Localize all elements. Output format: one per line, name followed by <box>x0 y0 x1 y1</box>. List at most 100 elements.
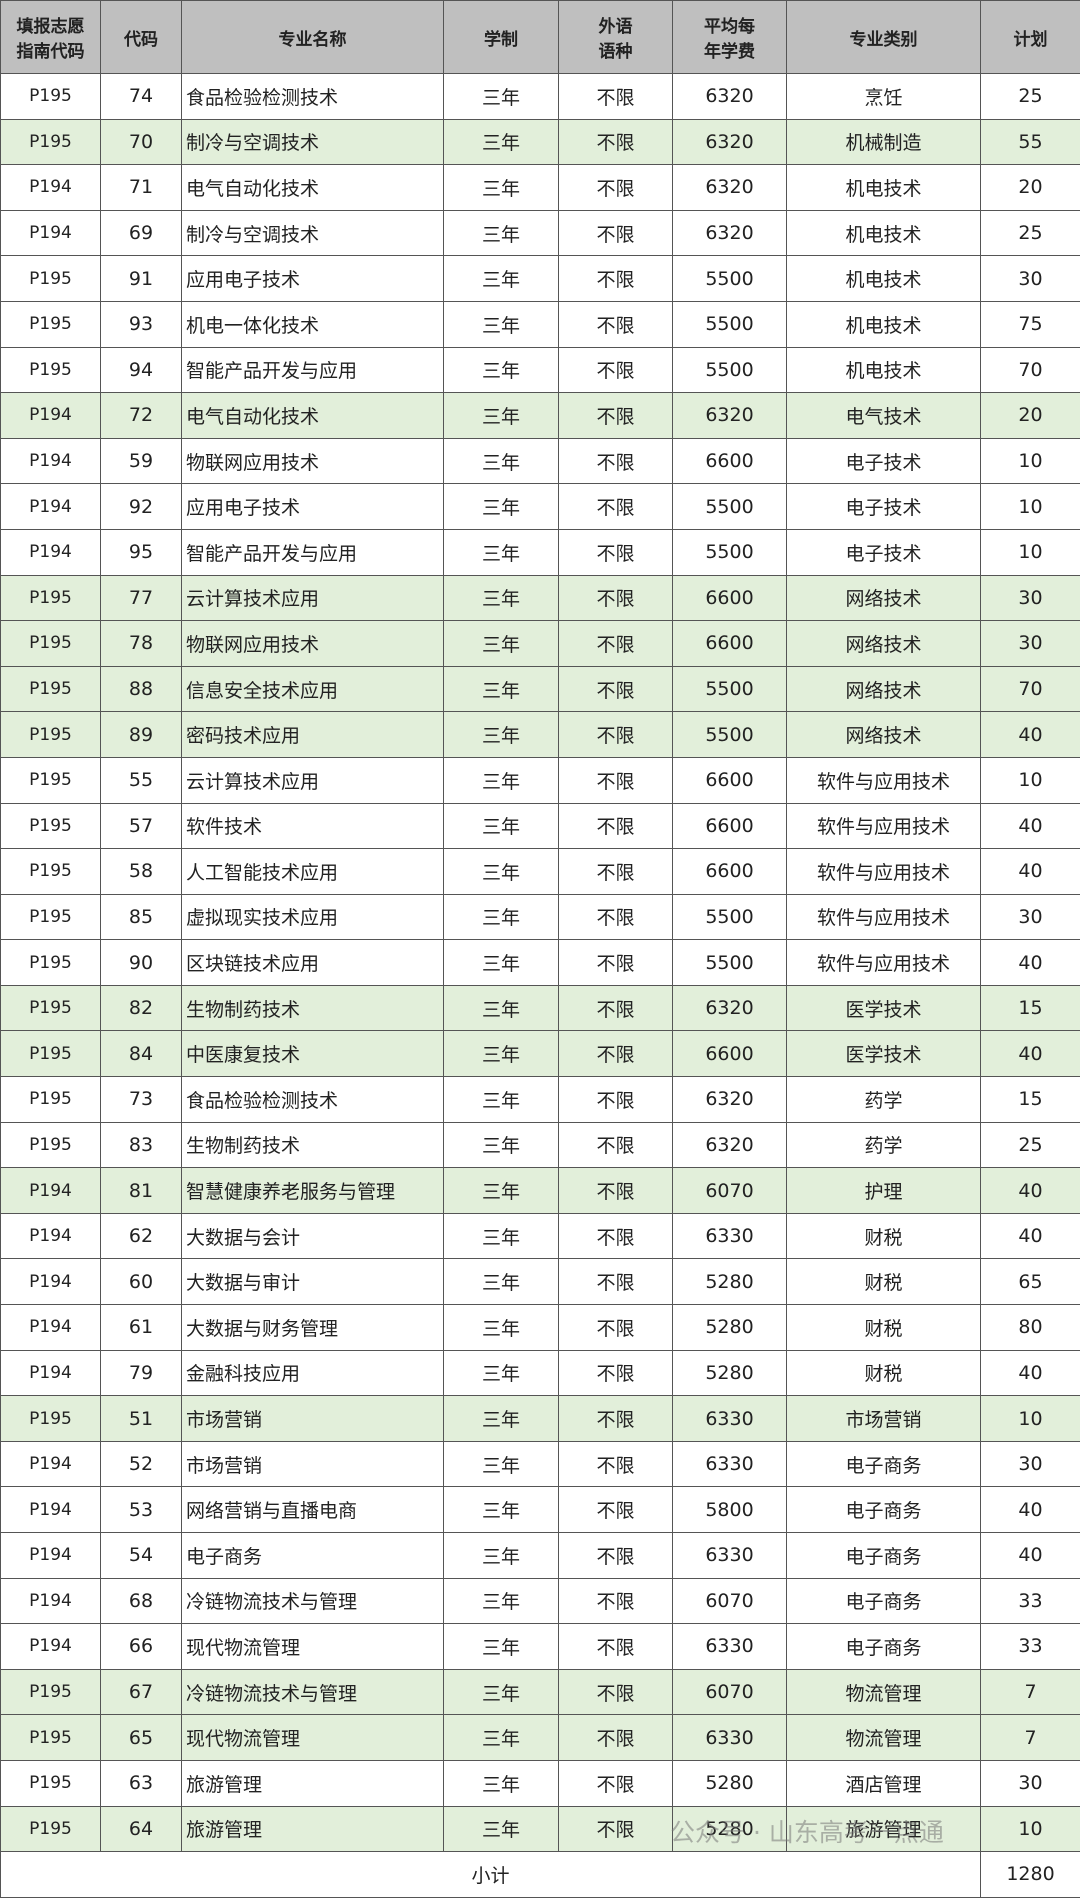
cell: 93 <box>101 301 182 347</box>
cell: 云计算技术应用 <box>182 757 444 803</box>
cell: 6330 <box>673 1213 787 1259</box>
cell: 6320 <box>673 165 787 211</box>
cell: 77 <box>101 575 182 621</box>
cell: 5500 <box>673 301 787 347</box>
cell: 6330 <box>673 1441 787 1487</box>
cell: 旅游管理 <box>182 1806 444 1852</box>
cell: 智能产品开发与应用 <box>182 347 444 393</box>
cell: 30 <box>981 256 1080 302</box>
cell: 10 <box>981 757 1080 803</box>
cell: 55 <box>101 757 182 803</box>
cell: 三年 <box>444 438 559 484</box>
cell: P195 <box>1 1396 101 1442</box>
cell: P195 <box>1 803 101 849</box>
cell: 三年 <box>444 74 559 120</box>
cell: 不限 <box>559 1533 673 1579</box>
cell: 40 <box>981 1487 1080 1533</box>
cell: P195 <box>1 301 101 347</box>
cell: 10 <box>981 1806 1080 1852</box>
cell: 物流管理 <box>787 1669 981 1715</box>
cell: 6070 <box>673 1168 787 1214</box>
cell: 市场营销 <box>182 1396 444 1442</box>
cell: 不限 <box>559 256 673 302</box>
cell: 58 <box>101 849 182 895</box>
cell: 三年 <box>444 712 559 758</box>
cell: 6320 <box>673 74 787 120</box>
cell: 虚拟现实技术应用 <box>182 894 444 940</box>
cell: 不限 <box>559 210 673 256</box>
cell: P194 <box>1 1350 101 1396</box>
cell: 67 <box>101 1669 182 1715</box>
cell: 机电一体化技术 <box>182 301 444 347</box>
cell: 护理 <box>787 1168 981 1214</box>
cell: 72 <box>101 393 182 439</box>
cell: 74 <box>101 74 182 120</box>
cell: 40 <box>981 940 1080 986</box>
cell: 大数据与审计 <box>182 1259 444 1305</box>
cell: 不限 <box>559 575 673 621</box>
cell: 现代物流管理 <box>182 1715 444 1761</box>
header-text: 计划 <box>1014 25 1048 50</box>
cell: 6070 <box>673 1669 787 1715</box>
cell: 6600 <box>673 438 787 484</box>
cell: P195 <box>1 256 101 302</box>
cell: 医学技术 <box>787 1031 981 1077</box>
cell: 网络技术 <box>787 712 981 758</box>
cell: P194 <box>1 1487 101 1533</box>
cell: 不限 <box>559 393 673 439</box>
cell: 5500 <box>673 940 787 986</box>
cell: 70 <box>981 666 1080 712</box>
cell: 三年 <box>444 1533 559 1579</box>
cell: 6330 <box>673 1624 787 1670</box>
cell: 6600 <box>673 621 787 667</box>
cell: 人工智能技术应用 <box>182 849 444 895</box>
cell: P195 <box>1 119 101 165</box>
cell: 不限 <box>559 1624 673 1670</box>
cell: 三年 <box>444 347 559 393</box>
cell: 不限 <box>559 894 673 940</box>
header-cell: 外语语种 <box>559 1 673 74</box>
cell: 63 <box>101 1760 182 1806</box>
cell: 66 <box>101 1624 182 1670</box>
cell: 30 <box>981 894 1080 940</box>
cell: 5280 <box>673 1760 787 1806</box>
cell: 旅游管理 <box>182 1760 444 1806</box>
cell: 7 <box>981 1669 1080 1715</box>
cell: 三年 <box>444 165 559 211</box>
cell: 94 <box>101 347 182 393</box>
cell: 生物制药技术 <box>182 1122 444 1168</box>
cell: P194 <box>1 1441 101 1487</box>
cell: 冷链物流技术与管理 <box>182 1669 444 1715</box>
cell: 20 <box>981 393 1080 439</box>
cell: 三年 <box>444 119 559 165</box>
cell: 电气自动化技术 <box>182 393 444 439</box>
cell: 三年 <box>444 666 559 712</box>
header-text: 学制 <box>484 25 518 50</box>
header-cell: 专业类别 <box>787 1 981 74</box>
cell: 不限 <box>559 74 673 120</box>
cell: 三年 <box>444 1168 559 1214</box>
cell: 三年 <box>444 985 559 1031</box>
cell: 不限 <box>559 666 673 712</box>
cell: 25 <box>981 1122 1080 1168</box>
cell: 烹饪 <box>787 74 981 120</box>
cell: P195 <box>1 1715 101 1761</box>
cell: 75 <box>981 301 1080 347</box>
cell: 40 <box>981 712 1080 758</box>
cell: 6320 <box>673 985 787 1031</box>
header-cell: 代码 <box>101 1 182 74</box>
cell: 大数据与财务管理 <box>182 1305 444 1351</box>
cell: 电气技术 <box>787 393 981 439</box>
cell: P194 <box>1 1259 101 1305</box>
